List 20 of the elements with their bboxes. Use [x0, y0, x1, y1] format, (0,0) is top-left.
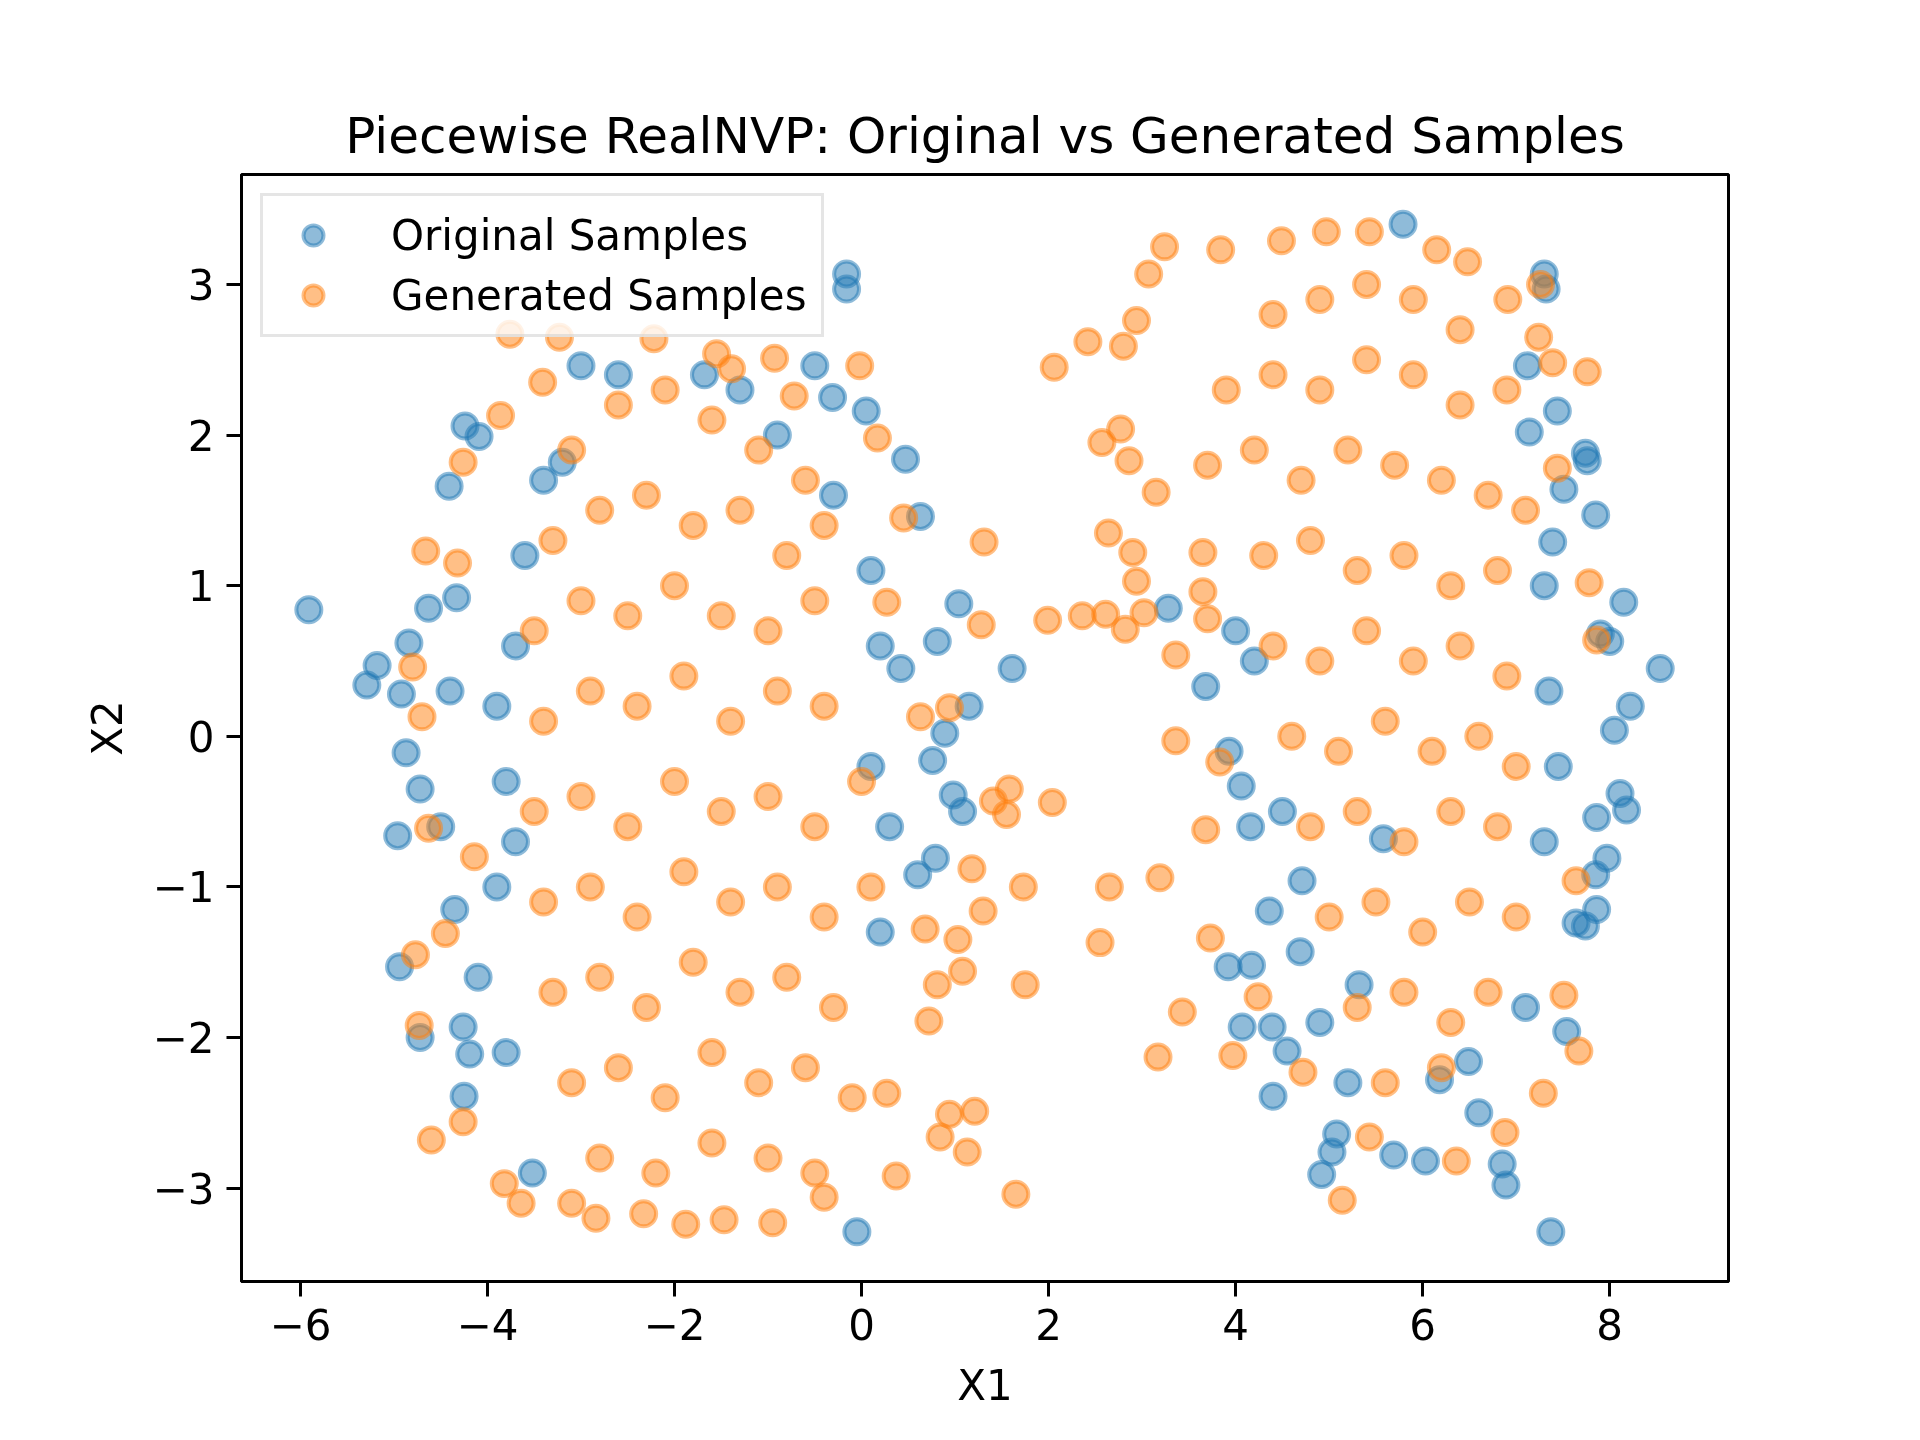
- y-tick-label: 0: [187, 712, 215, 762]
- y-axis-title: X2: [82, 700, 132, 756]
- y-tick-label: 2: [187, 411, 215, 461]
- x-tick-label: −4: [456, 1300, 519, 1350]
- y-tick-label: 1: [187, 562, 215, 612]
- y-tick-label: −2: [152, 1014, 215, 1064]
- x-axis-title: X1: [957, 1360, 1013, 1410]
- x-tick-label: 2: [1035, 1300, 1062, 1350]
- y-tick-label: −3: [152, 1164, 215, 1214]
- legend-label: Original Samples: [391, 210, 749, 260]
- x-tick-label: 0: [848, 1300, 875, 1350]
- x-tick-label: −6: [269, 1300, 332, 1350]
- y-tick-label: −1: [152, 863, 215, 913]
- legend-label: Generated Samples: [391, 270, 807, 320]
- y-tick-label: 3: [187, 260, 215, 310]
- x-tick-label: 8: [1596, 1300, 1624, 1350]
- chart-title: Piecewise RealNVP: Original vs Generated Samples: [345, 106, 1625, 165]
- x-tick-label: 6: [1409, 1300, 1437, 1350]
- x-tick-label: −2: [643, 1300, 706, 1350]
- x-tick-label: 4: [1222, 1300, 1250, 1350]
